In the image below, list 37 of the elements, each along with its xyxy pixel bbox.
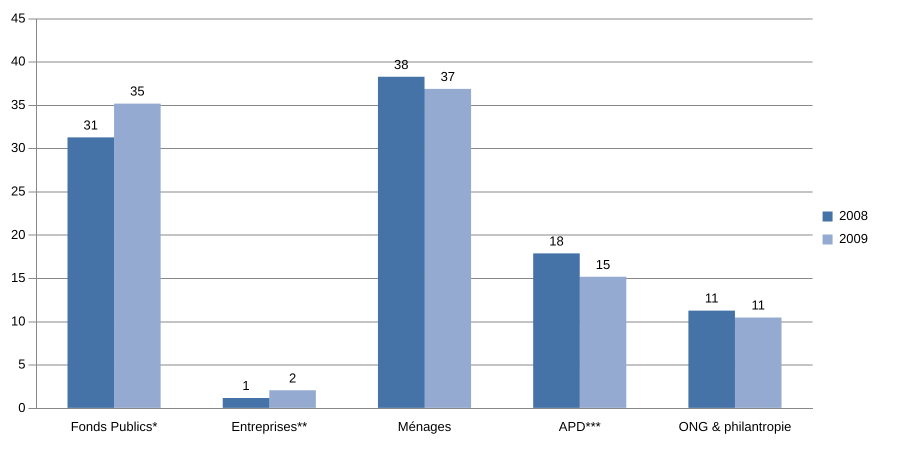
bar — [68, 137, 114, 408]
y-tick-label: 30 — [10, 140, 26, 156]
legend-label: 2009 — [839, 231, 868, 246]
y-tick-label: 20 — [10, 226, 26, 242]
x-tick-label: ONG & philantropie — [678, 418, 792, 434]
x-tick-label: Entreprises** — [231, 418, 308, 434]
bar — [580, 276, 626, 408]
legend-label: 2008 — [839, 208, 868, 224]
data-label: 35 — [130, 84, 145, 99]
bar — [378, 76, 425, 408]
y-tick-label: 35 — [10, 96, 26, 112]
bar — [533, 253, 580, 408]
data-label: 1 — [242, 378, 250, 394]
x-tick-label: APD*** — [558, 418, 601, 434]
bar — [424, 88, 472, 408]
data-label: 11 — [704, 290, 718, 306]
y-tick-label: 45 — [10, 10, 26, 26]
data-label: 31 — [84, 117, 98, 132]
bar — [114, 104, 161, 408]
bar — [222, 398, 270, 408]
data-label: 15 — [596, 256, 610, 272]
bar — [269, 390, 316, 408]
y-tick-label: 0 — [18, 400, 26, 415]
y-tick-label: 25 — [10, 184, 26, 199]
y-tick-label: 5 — [18, 356, 26, 372]
y-tick-label: 40 — [10, 54, 26, 69]
data-label: 38 — [394, 56, 408, 72]
bar — [734, 317, 782, 408]
data-label: 18 — [549, 234, 564, 249]
y-tick-label: 10 — [10, 313, 26, 328]
y-tick-label: 15 — [10, 270, 26, 286]
data-label: 11 — [752, 298, 765, 313]
data-label: 37 — [440, 69, 456, 84]
data-label: 2 — [288, 370, 296, 386]
x-tick-label: Ménages — [398, 418, 452, 434]
x-tick-label: Fonds Publics* — [70, 418, 158, 434]
bar — [688, 310, 735, 408]
